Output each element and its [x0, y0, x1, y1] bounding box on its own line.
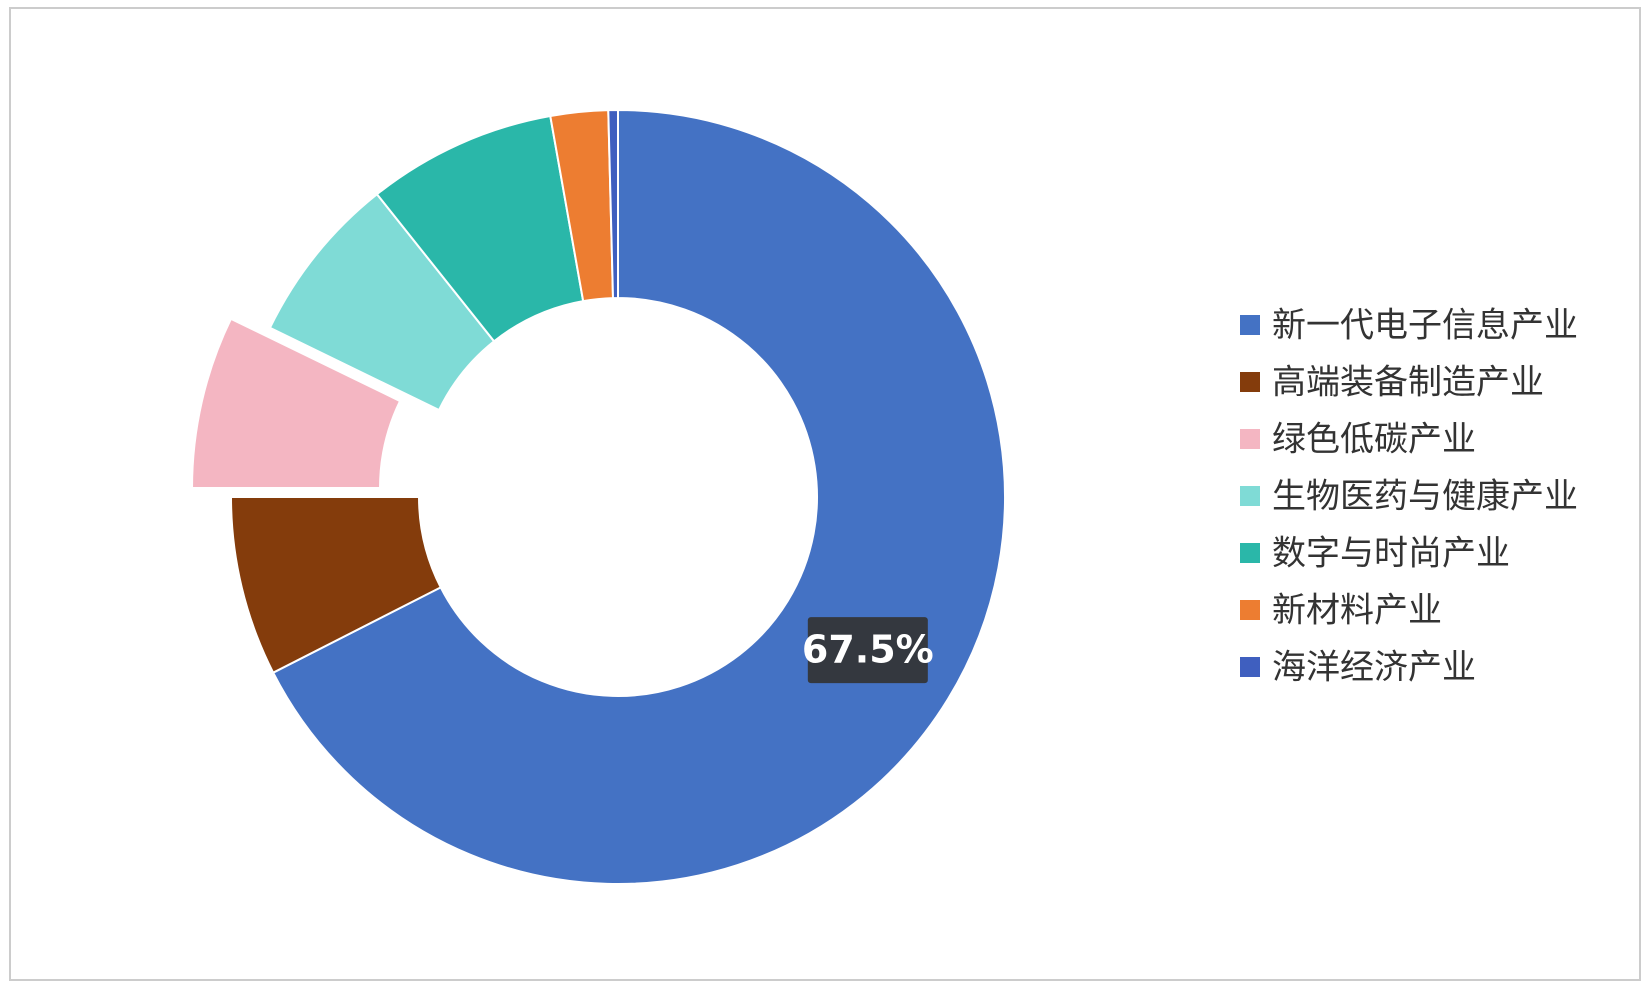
legend-swatch	[1240, 543, 1260, 563]
slice	[607, 108, 619, 300]
data-label-box	[807, 617, 928, 684]
slice	[191, 317, 402, 490]
legend-swatch	[1240, 315, 1260, 335]
legend-label: 新一代电子信息产业	[1272, 306, 1578, 346]
legend-swatch	[1240, 429, 1260, 449]
pie: 67.5%	[191, 108, 1006, 885]
legend: 新一代电子信息产业高端装备制造产业绿色低碳产业生物医药与健康产业数字与时尚产业新…	[1240, 306, 1578, 688]
legend-label: 海洋经济产业	[1272, 648, 1476, 688]
legend-label: 高端装备制造产业	[1272, 363, 1544, 403]
legend-swatch	[1240, 372, 1260, 392]
slice	[229, 496, 443, 675]
legend-label: 绿色低碳产业	[1272, 420, 1476, 460]
legend-swatch	[1240, 486, 1260, 506]
legend-label: 新材料产业	[1272, 591, 1442, 631]
legend-label: 数字与时尚产业	[1272, 534, 1510, 574]
legend-swatch	[1240, 600, 1260, 620]
legend-swatch	[1240, 657, 1260, 677]
legend-label: 生物医药与健康产业	[1272, 477, 1578, 517]
data-label: 67.5%	[802, 628, 934, 672]
slice	[271, 108, 1006, 885]
